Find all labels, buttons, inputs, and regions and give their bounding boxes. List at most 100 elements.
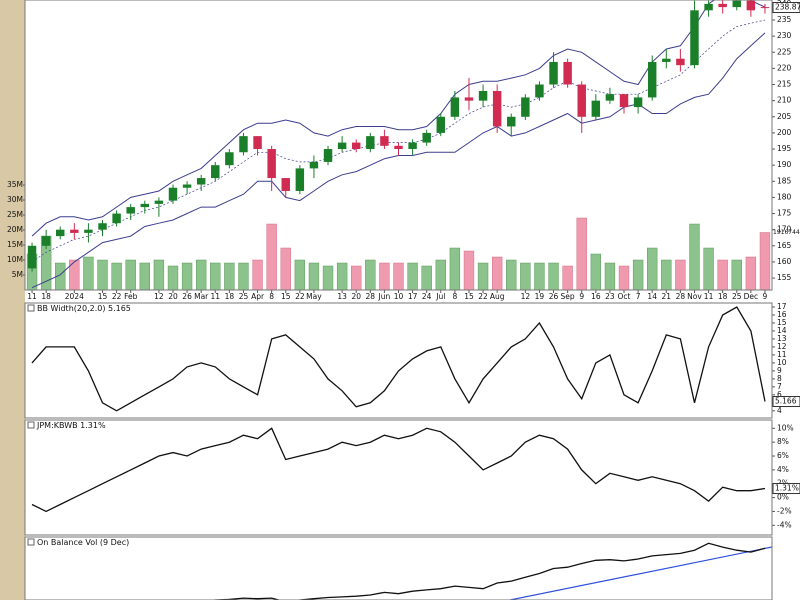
last-volume-label: 19167441 <box>773 229 800 236</box>
candle-body <box>41 236 51 246</box>
panel-title: BB Width(20,2.0) 5.165 <box>37 304 131 313</box>
x-tick-label: 28 <box>676 292 686 301</box>
volume-bar <box>407 262 418 290</box>
panel-frame <box>24 302 773 419</box>
candle-body <box>239 136 248 153</box>
panel-icon <box>27 421 35 429</box>
y-tick-label: 170 <box>777 225 792 234</box>
panel-frame <box>24 0 773 291</box>
panel-frame <box>24 419 773 536</box>
y-tick-label: -4% <box>777 520 792 529</box>
volume-bar <box>69 259 80 290</box>
candle-body <box>84 229 93 233</box>
indicator-line <box>208 542 766 600</box>
candle-body <box>27 245 37 269</box>
candle-body <box>436 116 446 133</box>
x-tick-label: 20 <box>351 292 361 301</box>
last-value-box <box>772 483 800 495</box>
candle-body <box>422 132 431 143</box>
x-tick-label: 26 <box>549 292 559 301</box>
y-tick-label: 185 <box>777 176 792 185</box>
y-tick-label: 12 <box>777 342 787 351</box>
volume-bar <box>731 259 742 290</box>
volume-tick-label: 20M <box>7 225 23 234</box>
x-tick-label: 20 <box>168 292 178 301</box>
x-tick-label: 19 <box>535 292 545 301</box>
candle-body <box>408 142 417 150</box>
x-tick-label: 22 <box>478 292 488 301</box>
y-tick-label: 220 <box>777 63 792 72</box>
candle-body <box>225 152 234 166</box>
x-tick-label: 12 <box>521 292 531 301</box>
volume-bar <box>435 259 446 290</box>
x-tick-label: 9 <box>579 292 584 301</box>
candle-body <box>464 97 474 101</box>
volume-bar <box>661 259 672 290</box>
volume-bar <box>252 259 263 290</box>
x-tick-label: 25 <box>239 292 249 301</box>
x-tick-label: 11 <box>704 292 714 301</box>
volume-bar <box>647 247 658 290</box>
candle-body <box>295 168 305 191</box>
x-tick-label: Aug <box>490 292 505 301</box>
candle-body <box>535 84 544 98</box>
volume-bar <box>238 262 249 290</box>
volume-bar <box>675 259 686 290</box>
indicator-line <box>31 306 766 412</box>
x-tick-label: 18 <box>41 292 51 301</box>
candle-body <box>619 94 629 108</box>
y-tick-label: 13 <box>777 334 787 343</box>
panel-frame <box>24 536 773 600</box>
volume-bar <box>224 262 235 290</box>
x-tick-label: 18 <box>718 292 728 301</box>
volume-bar <box>463 250 475 290</box>
x-tick-label: 22 <box>112 292 122 301</box>
candle-body <box>337 142 347 150</box>
volume-bar <box>266 223 277 290</box>
volume-bar <box>111 262 122 290</box>
left-margin <box>0 0 25 600</box>
candle-body <box>732 0 741 8</box>
x-tick-label: 15 <box>98 292 108 301</box>
x-tick-label: Nov <box>687 292 702 301</box>
volume-bar <box>153 259 165 290</box>
volume-bar <box>308 262 320 290</box>
x-tick-label: 26 <box>182 292 192 301</box>
indicator-line <box>31 427 766 513</box>
y-tick-label: 10 <box>777 358 787 367</box>
y-tick-label: 180 <box>777 192 792 201</box>
volume-bar <box>618 265 630 290</box>
volume-bar <box>421 265 432 290</box>
volume-bar <box>139 262 150 290</box>
volume-bar <box>55 262 66 290</box>
candle-body <box>211 165 220 179</box>
x-tick-label: Mar <box>194 292 209 301</box>
volume-bar <box>491 256 503 290</box>
y-tick-label: 14 <box>777 326 787 335</box>
y-tick-label: 4% <box>777 465 789 474</box>
y-tick-label: 16 <box>777 310 787 319</box>
panel-title: JPM:KBWB 1.31% <box>36 421 106 430</box>
y-tick-label: -2% <box>777 506 792 515</box>
candle-body <box>253 136 262 150</box>
candle-body <box>182 184 192 188</box>
y-tick-label: 6% <box>777 451 789 460</box>
candle-body <box>196 178 206 185</box>
candle-body <box>281 178 290 191</box>
volume-bar <box>97 259 108 290</box>
candle-body <box>549 61 558 85</box>
y-tick-label: 7 <box>777 382 782 391</box>
volume-tick-label: 10M <box>7 255 23 264</box>
volume-bar <box>520 262 531 290</box>
volume-bar <box>365 259 376 290</box>
volume-bar <box>477 262 489 290</box>
volume-bar <box>181 262 193 290</box>
last-value-label: 1.31% <box>775 484 799 493</box>
y-tick-label: 225 <box>777 47 792 56</box>
candle-body <box>577 84 586 117</box>
volume-bar <box>759 232 771 290</box>
volume-bar <box>322 265 334 290</box>
volume-bar <box>449 247 461 290</box>
trend-line <box>509 546 772 600</box>
